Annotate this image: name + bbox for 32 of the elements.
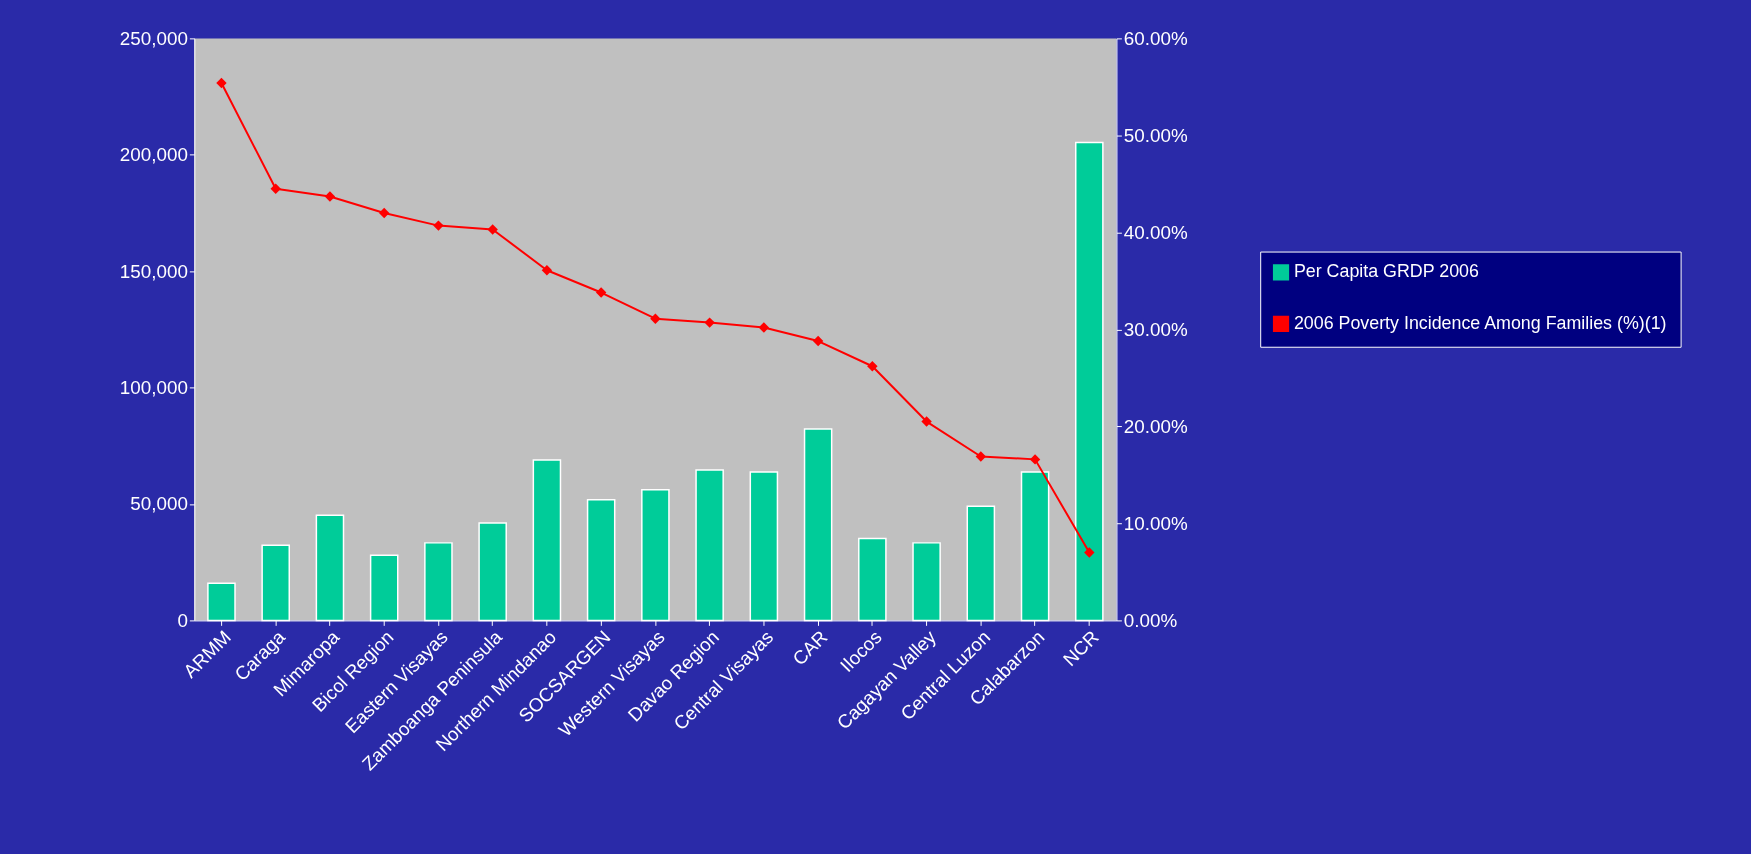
y-tick-label: 0	[177, 609, 188, 631]
y-tick-label: 50,000	[130, 493, 188, 515]
point	[650, 313, 661, 324]
point	[758, 322, 770, 333]
y2-tick-label: 40.00%	[1123, 221, 1188, 243]
y2-tick-label: 50.00%	[1123, 124, 1188, 146]
y2-tick-label: 0.00%	[1123, 609, 1178, 631]
y2-tick-label: 30.00%	[1123, 318, 1188, 340]
legend-label: Per Capita GRDP 2006	[1293, 261, 1479, 282]
y2-tick-label: 10.00%	[1123, 512, 1188, 534]
point	[216, 77, 227, 89]
point	[324, 191, 336, 202]
point	[1084, 547, 1095, 558]
y-tick-label: 200,000	[119, 144, 188, 166]
y-tick-label: 250,000	[119, 27, 188, 49]
point	[975, 451, 987, 462]
point	[867, 361, 878, 372]
point	[704, 317, 715, 328]
point	[595, 287, 607, 298]
point	[270, 183, 281, 194]
point	[1029, 454, 1041, 465]
point	[487, 224, 498, 235]
point	[378, 207, 390, 219]
y-tick-label: 100,000	[119, 377, 188, 399]
point	[921, 416, 932, 427]
point	[812, 335, 824, 347]
point	[541, 265, 553, 276]
legend-label: 2006 Poverty Incidence Among Families (%)(1)	[1293, 312, 1667, 333]
y-tick-label: 150,000	[119, 260, 188, 282]
y2-tick-label: 60.00%	[1123, 27, 1188, 49]
point	[433, 220, 444, 231]
y2-tick-label: 20.00%	[1123, 415, 1188, 437]
